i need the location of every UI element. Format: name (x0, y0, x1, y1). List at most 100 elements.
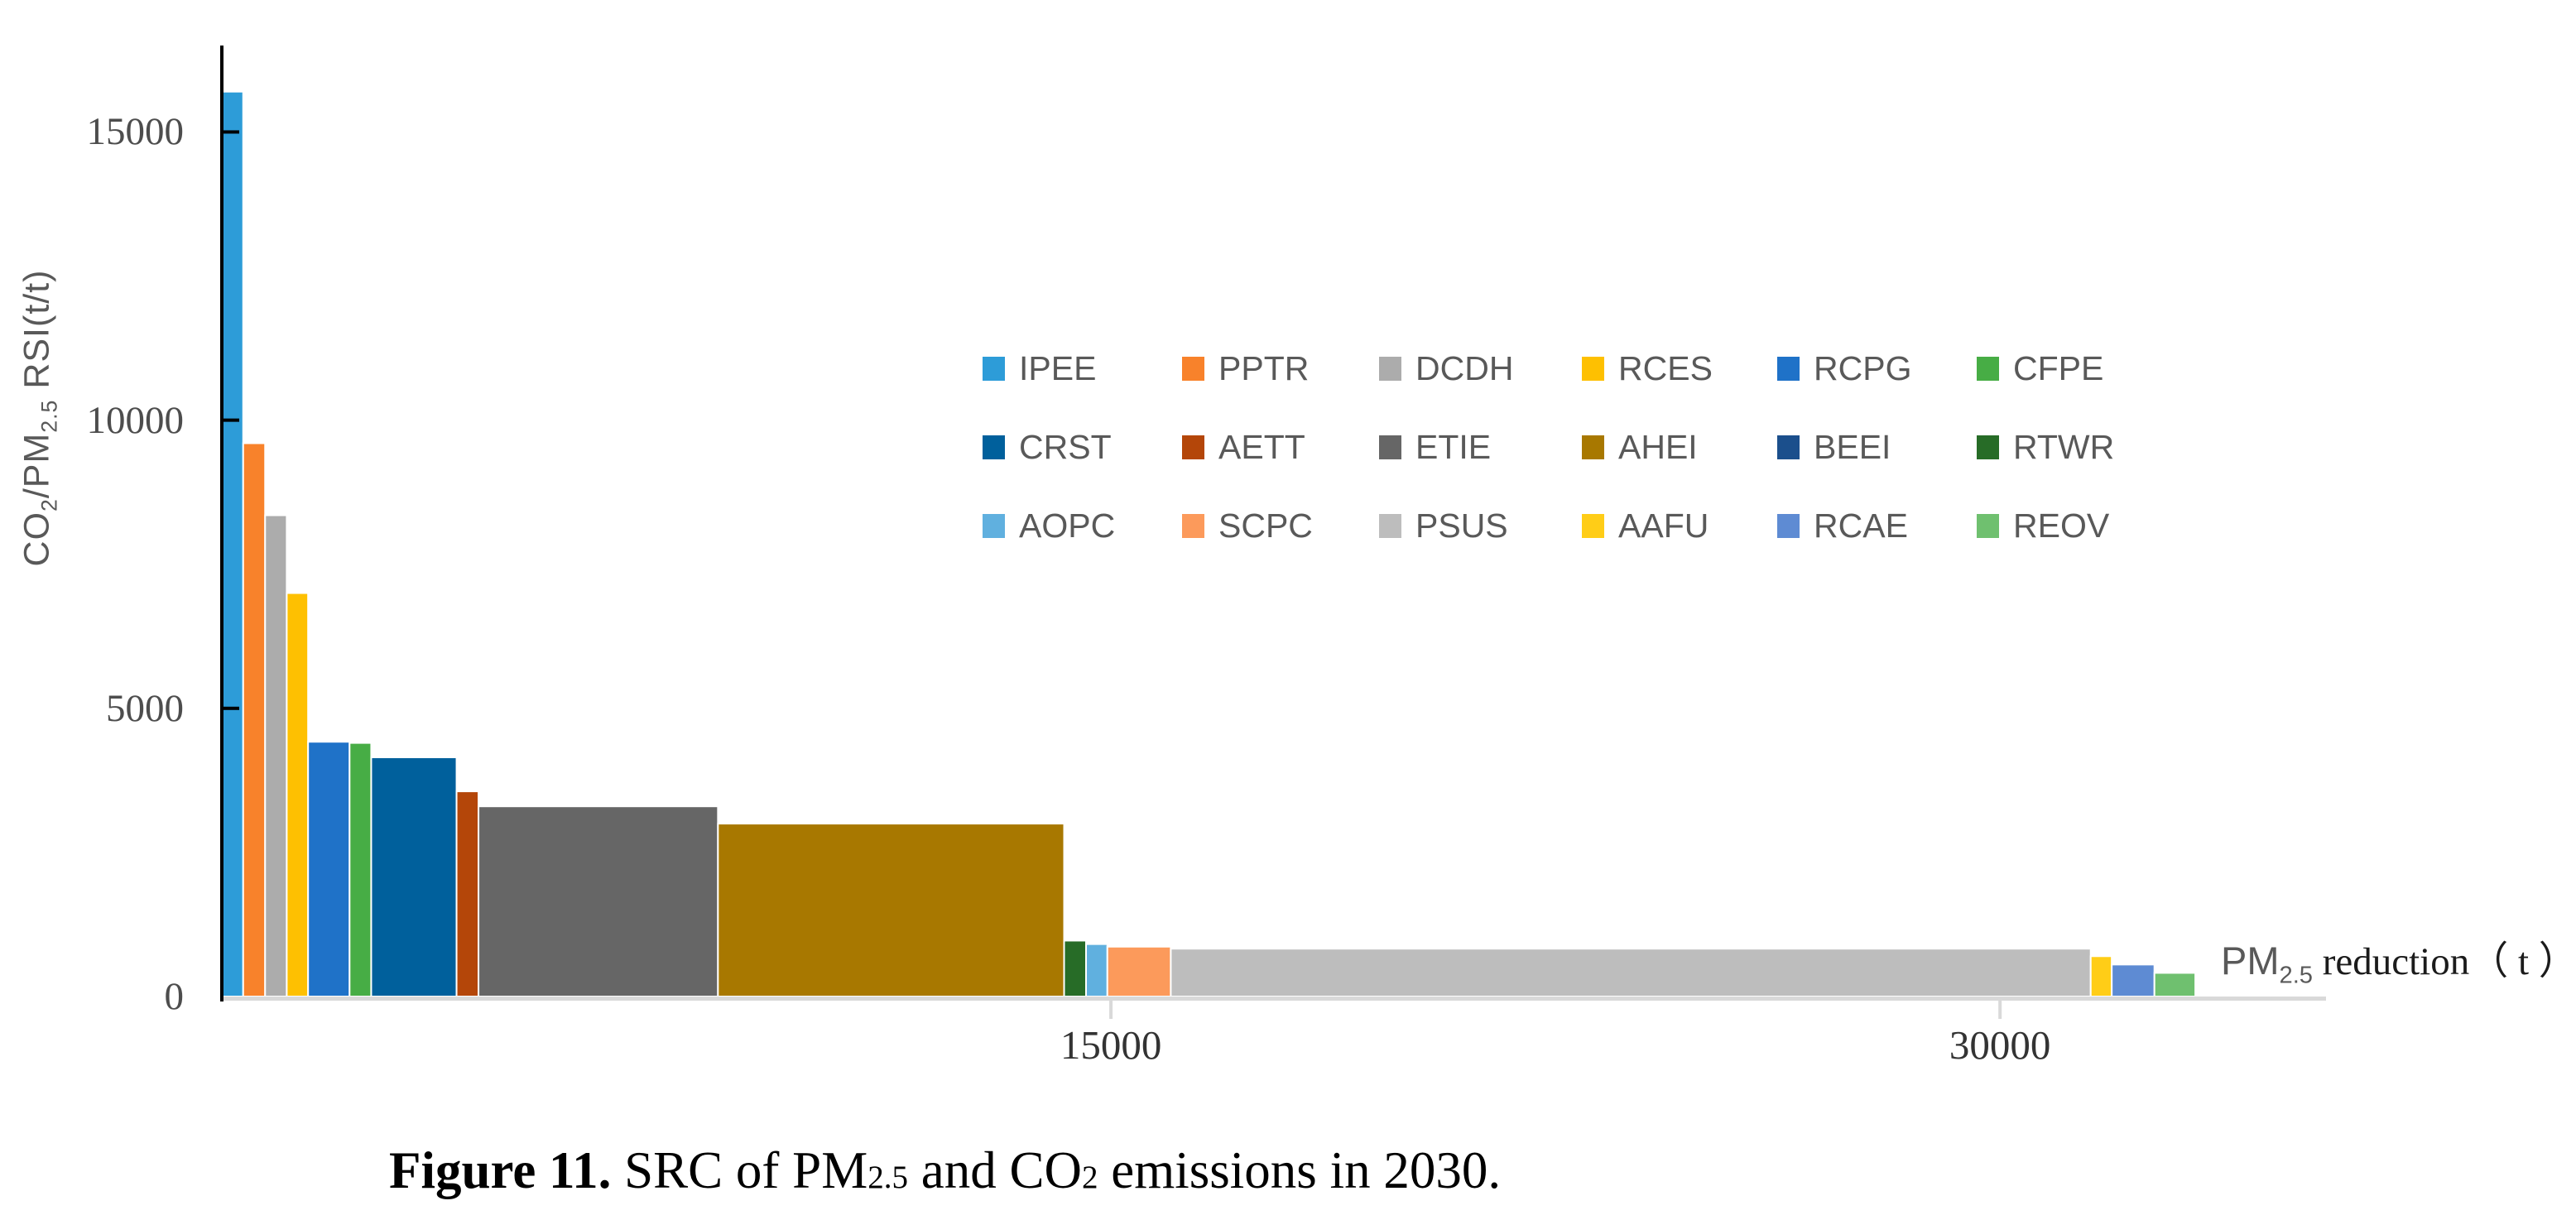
legend-swatch-icon (1379, 435, 1401, 459)
legend-item-AETT: AETT (1182, 428, 1379, 467)
bar-REOV (2153, 972, 2197, 998)
legend-label: ETIE (1415, 428, 1492, 466)
bar-CFPE (348, 742, 372, 997)
legend-swatch-icon (983, 514, 1005, 538)
text-segment: 2.5 (2279, 962, 2314, 989)
legend-swatch-icon (1977, 514, 1999, 538)
legend-swatch-icon (1182, 514, 1204, 538)
legend-item-AOPC: AOPC (983, 507, 1182, 545)
legend-item-CRST: CRST (983, 428, 1182, 467)
text-segment: and CO (908, 1141, 1083, 1199)
y-tick-label: 10000 (86, 398, 185, 442)
legend-item-CFPE: CFPE (1977, 349, 2114, 388)
legend-label: RTWR (2013, 428, 2115, 466)
legend-swatch-icon (1182, 357, 1204, 381)
legend-item-RTWR: RTWR (1977, 428, 2114, 467)
legend-swatch-icon (983, 435, 1005, 459)
bar-RTWR (1063, 939, 1088, 998)
text-segment: 2 (36, 498, 62, 512)
legend-swatch-icon (1582, 357, 1604, 381)
legend-swatch-icon (1582, 514, 1604, 538)
text-segment: 2.5 (36, 399, 62, 433)
legend-label: PSUS (1415, 507, 1508, 545)
y-tick-label: 0 (164, 975, 185, 1018)
legend-label: AHEI (1618, 428, 1698, 466)
y-axis-title: CO2/PM2.5 RSI(t/t) (17, 270, 63, 567)
legend-swatch-icon (1379, 514, 1401, 538)
legend-item-REOV: REOV (1977, 507, 2114, 545)
text-segment: /PM (17, 432, 57, 499)
text-segment: RSI(t/t) (17, 269, 57, 400)
figure-caption: Figure 11. SRC of PM2.5 and CO2 emission… (389, 1141, 1501, 1201)
text-segment: 2 (1082, 1160, 1098, 1195)
legend-label: CFPE (2013, 349, 2104, 387)
legend-label: AOPC (1019, 507, 1116, 545)
legend-label: RCES (1618, 349, 1713, 387)
legend-label: RCAE (1814, 507, 1908, 545)
x-tick-mark (1998, 1001, 2002, 1019)
bar-IPEE (221, 90, 244, 997)
text-segment: 2.5 (867, 1160, 909, 1195)
legend-item-PSUS: PSUS (1379, 507, 1582, 545)
text-segment: SRC of PM (611, 1141, 868, 1199)
legend-label: REOV (2013, 507, 2110, 545)
legend-label: CRST (1019, 428, 1112, 466)
y-tick-label: 15000 (86, 110, 185, 154)
text-segment: CO (17, 511, 57, 567)
legend-label: BEEI (1814, 428, 1891, 466)
legend-item-PPTR: PPTR (1182, 349, 1379, 388)
legend-label: AAFU (1618, 507, 1709, 545)
bar-RCES (286, 592, 310, 998)
bar-PSUS (1170, 948, 2092, 997)
bar-CRST (370, 756, 458, 997)
y-tick-mark (222, 418, 239, 422)
legend-item-SCPC: SCPC (1182, 507, 1379, 545)
legend-label: RCPG (1814, 349, 1912, 387)
legend-item-AHEI: AHEI (1582, 428, 1777, 467)
legend-item-RCPG: RCPG (1777, 349, 1977, 388)
legend-swatch-icon (1977, 357, 1999, 381)
x-axis-title: PM2.5 reduction（ t ） (2221, 929, 2576, 989)
legend-item-RCES: RCES (1582, 349, 1777, 388)
text-segment: Figure 11. (389, 1141, 612, 1199)
legend-swatch-icon (1379, 357, 1401, 381)
x-tick-label: 15000 (1060, 1022, 1162, 1068)
x-axis-line (222, 997, 2326, 1001)
legend-label: PPTR (1218, 349, 1310, 387)
bar-SCPC (1106, 945, 1172, 997)
y-axis-line (220, 46, 223, 1001)
x-tick-mark (1109, 1001, 1113, 1019)
legend-label: IPEE (1019, 349, 1097, 387)
legend-item-ETIE: ETIE (1379, 428, 1582, 467)
bar-AOPC (1085, 943, 1108, 997)
x-tick-label: 30000 (1949, 1022, 2051, 1068)
legend-swatch-icon (1777, 514, 1800, 538)
text-segment: emissions in 2030. (1098, 1141, 1502, 1199)
legend-swatch-icon (1182, 435, 1204, 459)
legend-item-DCDH: DCDH (1379, 349, 1582, 388)
bar-AHEI (717, 823, 1065, 997)
legend-swatch-icon (1582, 435, 1604, 459)
legend-label: SCPC (1218, 507, 1313, 545)
legend-item-BEEI: BEEI (1777, 428, 1977, 467)
legend-swatch-icon (1777, 357, 1800, 381)
y-tick-mark (222, 706, 239, 710)
legend-swatch-icon (983, 357, 1005, 381)
legend-item-AAFU: AAFU (1582, 507, 1777, 545)
text-segment: reduction (2313, 940, 2470, 983)
legend-item-RCAE: RCAE (1777, 507, 1977, 545)
bar-ETIE (478, 805, 719, 998)
bar-PPTR (242, 442, 267, 997)
bar-AETT (455, 790, 480, 997)
text-segment: （ t ） (2469, 940, 2576, 983)
bar-RCPG (307, 741, 351, 997)
legend-swatch-icon (1777, 435, 1800, 459)
chart-legend: IPEE PPTR DCDH RCES RCPG CFPE CRST AETT ETIE AHEI… (983, 329, 2114, 565)
legend-label: AETT (1218, 428, 1305, 466)
y-tick-mark (222, 130, 239, 134)
legend-item-IPEE: IPEE (983, 349, 1182, 388)
text-segment: PM (2221, 939, 2280, 982)
bar-DCDH (264, 514, 288, 997)
bar-AAFU (2089, 955, 2113, 997)
